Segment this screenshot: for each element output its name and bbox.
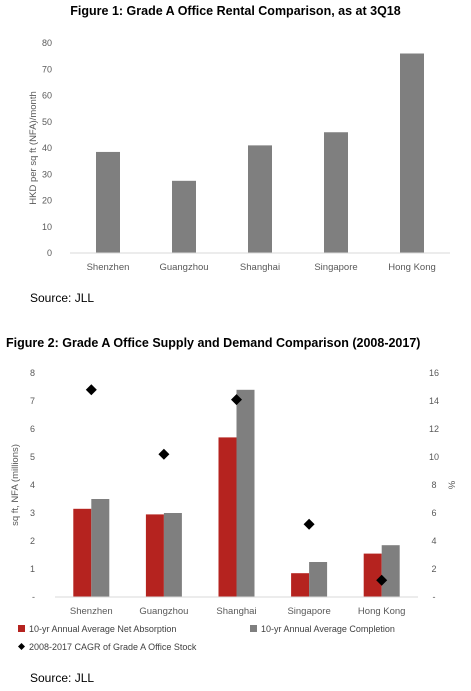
rental-y-tick-label: 20 (42, 196, 52, 206)
rental-bar (96, 151, 120, 253)
rental-x-tick-label: Shenzhen (87, 262, 130, 273)
rental-chart: 0 10 20 30 40 50 60 70 80 Shenzhen Guangzhou Shang… (28, 38, 450, 273)
legend-swatch-net-absorption (18, 625, 25, 632)
net-absorption-bar (291, 573, 310, 597)
supply-demand-y2-tick-label: 4 (431, 536, 436, 546)
supply-demand-y2-tick-label: 16 (429, 368, 439, 378)
rental-bars (96, 53, 424, 253)
figure2-source: Source: JLL (30, 671, 95, 685)
rental-y-tick-label: 70 (42, 64, 52, 74)
cagr-marker (231, 394, 242, 406)
rental-bar (248, 145, 272, 253)
cagr-marker (303, 518, 315, 530)
legend-swatch-completion (250, 625, 257, 632)
legend-label-net-absorption: 10-yr Annual Average Net Absorption (29, 624, 176, 634)
supply-demand-y2-tick-label: 6 (431, 508, 436, 518)
figure1-title: Figure 1: Grade A Office Rental Comparis… (70, 4, 401, 18)
completion-bar (236, 389, 255, 597)
supply-demand-y-axis-label: sq ft, NFA (millions) (10, 444, 21, 526)
supply-demand-y2-tick-label: - (433, 592, 436, 602)
supply-demand-y2-ticks: - 2 4 6 8 10 12 14 16 (429, 368, 439, 602)
figure1-source: Source: JLL (30, 291, 95, 305)
supply-demand-x-tick-label: Shanghai (216, 606, 256, 617)
rental-bar (324, 132, 348, 253)
rental-x-tick-label: Guangzhou (159, 262, 208, 273)
legend-label-completion: 10-yr Annual Average Completion (261, 624, 395, 634)
rental-y-tick-label: 30 (42, 169, 52, 179)
rental-y-tick-label: 60 (42, 91, 52, 101)
completion-bar (309, 562, 328, 597)
cagr-marker (376, 574, 388, 586)
rental-bar (400, 53, 424, 253)
supply-demand-x-tick-label: Singapore (287, 606, 330, 617)
rental-x-tick-label: Shanghai (240, 262, 280, 273)
supply-demand-y2-tick-label: 14 (429, 396, 439, 406)
rental-x-ticks: Shenzhen Guangzhou Shanghai Singapore Hong K… (87, 262, 436, 273)
net-absorption-bar (73, 508, 92, 597)
completion-bar (91, 499, 110, 597)
supply-demand-legend: 10-yr Annual Average Net Absorption 10-yr… (18, 624, 395, 652)
supply-demand-x-tick-label: Shenzhen (70, 606, 113, 617)
supply-demand-y-tick-label: 1 (30, 564, 35, 574)
supply-demand-x-tick-label: Guangzhou (139, 606, 188, 617)
supply-demand-y2-tick-label: 8 (431, 480, 436, 490)
supply-demand-markers (85, 384, 388, 586)
rental-y-tick-label: 0 (47, 248, 52, 258)
supply-demand-x-ticks: Shenzhen Guangzhou Shanghai Singapore Hong K… (70, 606, 406, 617)
supply-demand-y-tick-label: 8 (30, 368, 35, 378)
supply-demand-y2-tick-label: 10 (429, 452, 439, 462)
rental-y-tick-label: 50 (42, 117, 52, 127)
supply-demand-y-tick-label: 6 (30, 424, 35, 434)
supply-demand-bars (73, 389, 400, 597)
net-absorption-bar (218, 437, 237, 597)
rental-y-tick-label: 40 (42, 143, 52, 153)
supply-demand-y-tick-label: 7 (30, 396, 35, 406)
cagr-marker (158, 448, 170, 460)
completion-bar (381, 545, 400, 597)
rental-y-tick-label: 80 (42, 38, 52, 48)
rental-y-axis-label: HKD per sq ft (NFA)/month (28, 91, 39, 205)
supply-demand-y2-axis-label: % (447, 480, 458, 489)
figure2-title: Figure 2: Grade A Office Supply and Dema… (6, 336, 421, 350)
completion-bar (163, 513, 182, 597)
rental-y-ticks: 0 10 20 30 40 50 60 70 80 (42, 38, 52, 258)
rental-x-tick-label: Singapore (314, 262, 357, 273)
supply-demand-y2-tick-label: 12 (429, 424, 439, 434)
net-absorption-bar (145, 514, 164, 597)
supply-demand-y-ticks: - 1 2 3 4 5 6 7 8 (30, 368, 35, 602)
supply-demand-y-tick-label: 2 (30, 536, 35, 546)
rental-x-tick-label: Hong Kong (388, 262, 436, 273)
supply-demand-y-tick-label: 3 (30, 508, 35, 518)
net-absorption-bar (363, 553, 382, 597)
cagr-marker (85, 384, 97, 396)
supply-demand-y-tick-label: - (32, 592, 35, 602)
supply-demand-y-tick-label: 5 (30, 452, 35, 462)
supply-demand-y-tick-label: 4 (30, 480, 35, 490)
supply-demand-x-tick-label: Hong Kong (358, 606, 406, 617)
rental-bar (172, 180, 196, 253)
supply-demand-y2-tick-label: 2 (431, 564, 436, 574)
rental-y-tick-label: 10 (42, 222, 52, 232)
legend-label-cagr: 2008-2017 CAGR of Grade A Office Stock (29, 642, 197, 652)
legend-marker-cagr (18, 643, 25, 650)
